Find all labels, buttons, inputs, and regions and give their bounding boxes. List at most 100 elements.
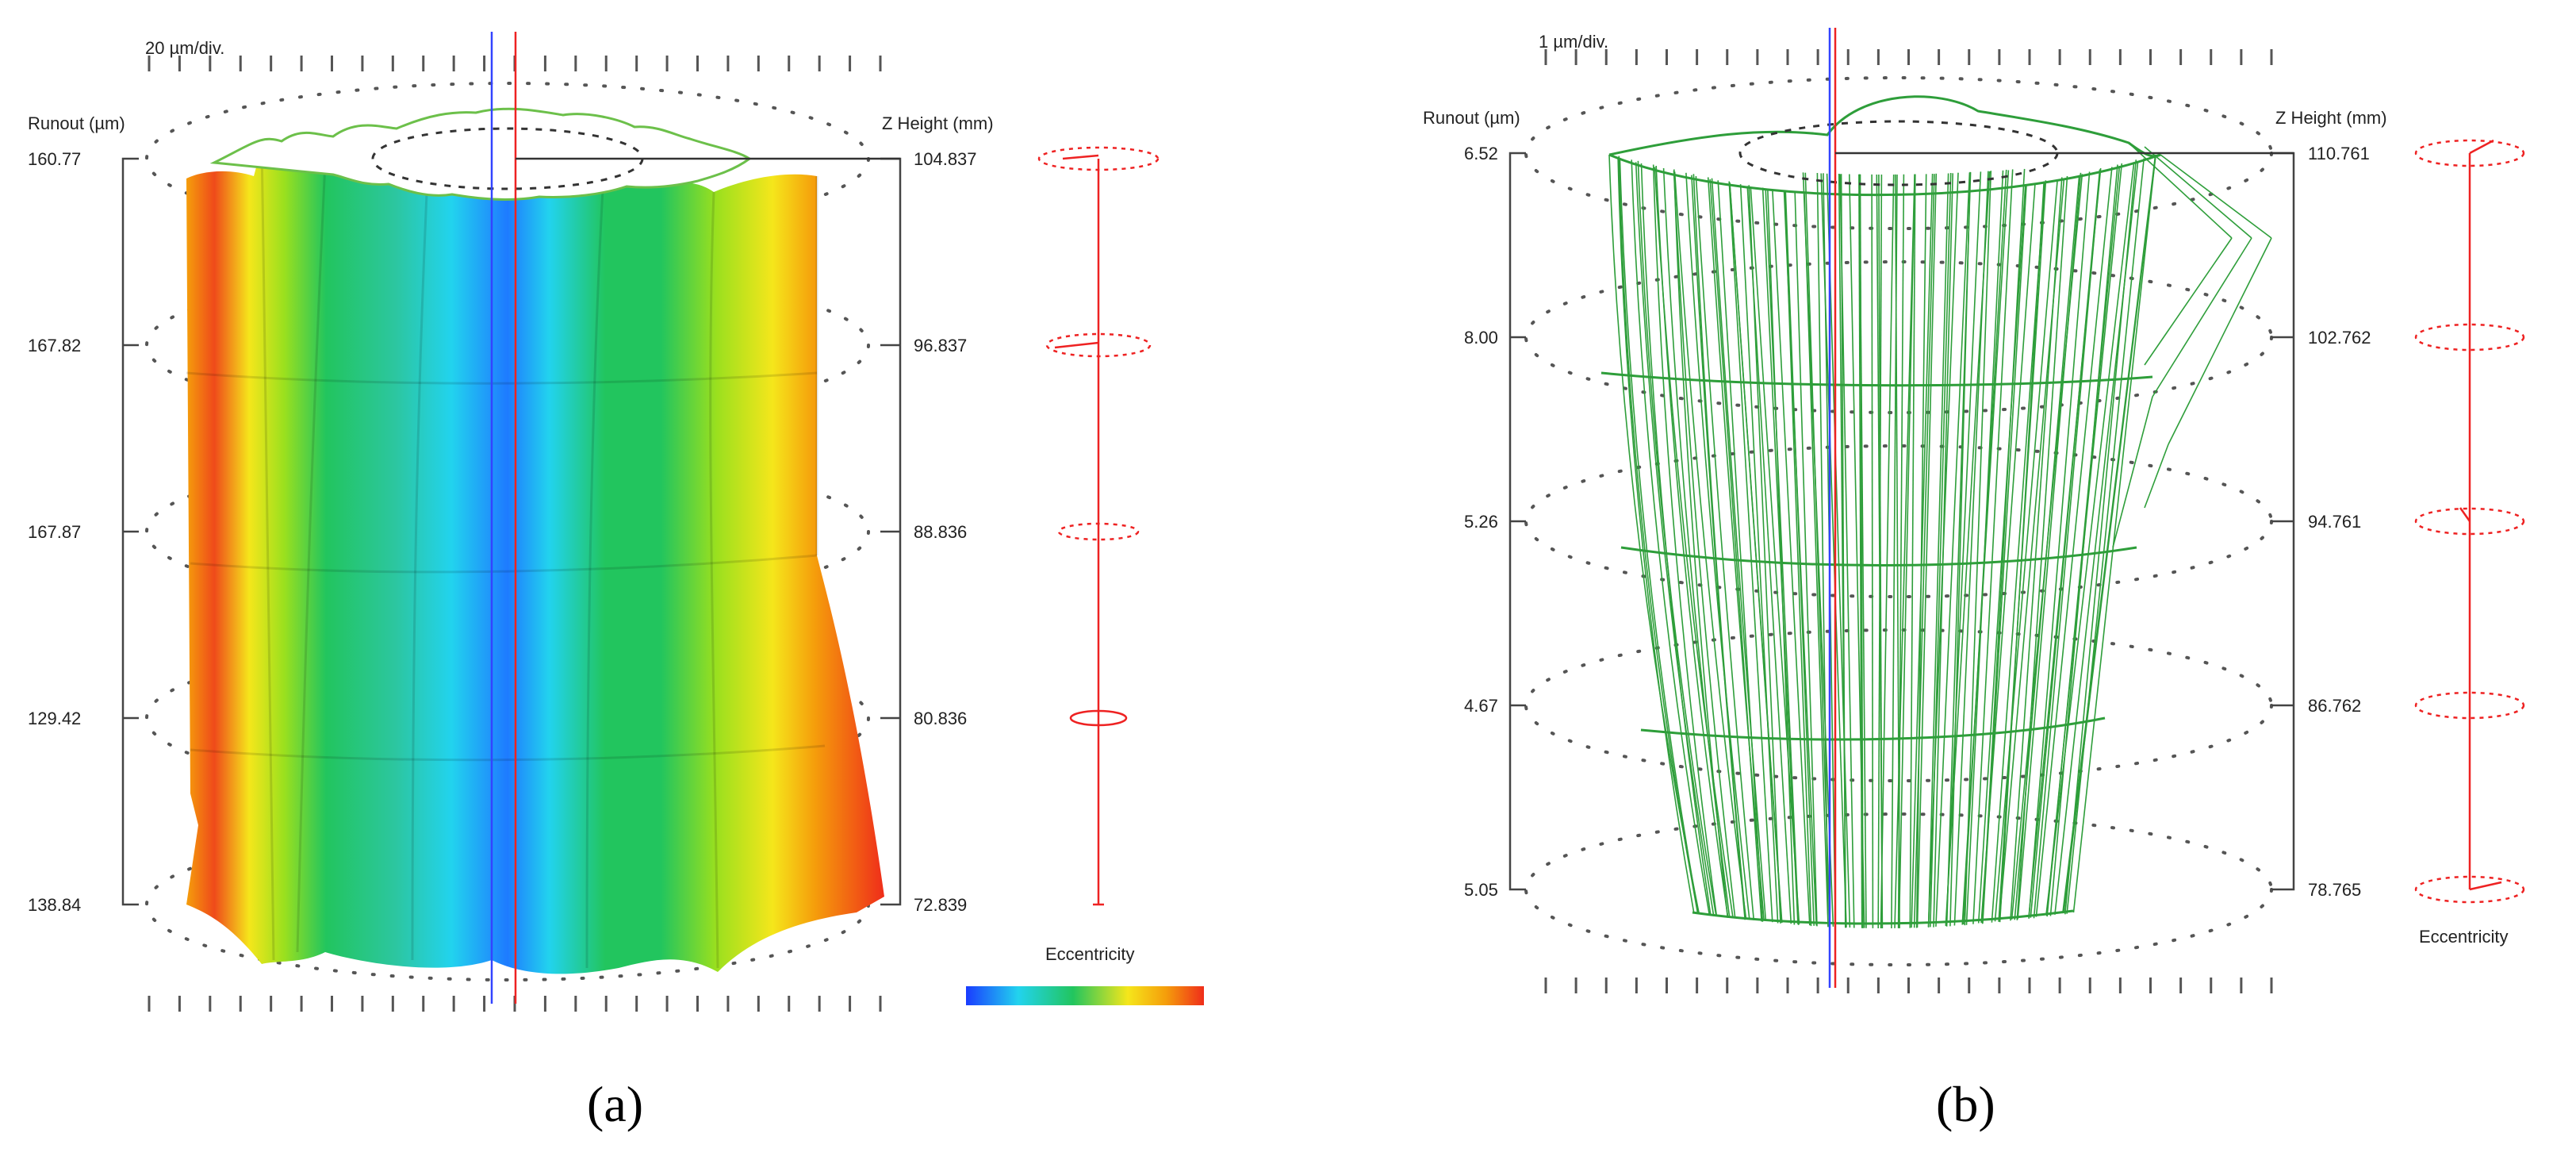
wire-strand bbox=[1652, 164, 1718, 916]
scale-label: 1 µm/div. bbox=[1539, 32, 1609, 52]
wire-strand bbox=[1972, 169, 2014, 924]
z-value-1: 104.837 bbox=[914, 149, 977, 169]
wire-strand bbox=[2028, 167, 2102, 918]
wire-strand bbox=[1685, 172, 1750, 920]
wire-strand bbox=[1949, 171, 1971, 927]
panel-b-plot bbox=[1508, 28, 2525, 993]
wire-strand bbox=[1935, 172, 1971, 927]
z-value-5: 78.765 bbox=[2308, 880, 2362, 900]
wire-strand bbox=[2010, 177, 2063, 921]
wire-strand bbox=[1750, 186, 1800, 924]
wire-strand bbox=[2152, 237, 2252, 398]
wire-strand bbox=[1618, 156, 1699, 913]
wire-strand bbox=[2144, 237, 2233, 366]
wire-strand bbox=[1897, 174, 1905, 928]
wire-strand bbox=[1880, 174, 1895, 929]
caption-a: (a) bbox=[587, 1076, 644, 1132]
runout-value-5: 5.05 bbox=[1464, 880, 1498, 900]
runout-value-3: 5.26 bbox=[1464, 512, 1498, 532]
wire-strand bbox=[1998, 180, 2047, 922]
scale-ruler-a bbox=[148, 56, 882, 1012]
wire-strand bbox=[1695, 175, 1755, 920]
center-axes-a bbox=[490, 32, 900, 1004]
wire-strand bbox=[1635, 162, 1715, 916]
runout-value-3: 167.87 bbox=[28, 522, 82, 542]
wire-strand bbox=[1746, 186, 1792, 924]
wireframe-surface bbox=[1608, 142, 2272, 929]
z-value-3: 94.761 bbox=[2308, 512, 2362, 532]
panel-a-plot bbox=[121, 32, 1204, 1012]
z-value-1: 110.761 bbox=[2308, 144, 2370, 163]
wire-strand bbox=[2028, 171, 2091, 919]
wire-strand bbox=[1784, 192, 1812, 927]
wire-strand bbox=[2168, 237, 2272, 445]
z-value-2: 102.762 bbox=[2308, 328, 2371, 348]
wire-strand bbox=[1739, 184, 1779, 924]
eccentricity-label: Eccentricity bbox=[1045, 944, 1135, 964]
wire-strand bbox=[2045, 162, 2135, 916]
wire-strand bbox=[2063, 156, 2156, 913]
wire-strand bbox=[1711, 178, 1767, 921]
wire-strand bbox=[1977, 184, 2026, 924]
z-value-4: 86.762 bbox=[2308, 696, 2362, 716]
wire-strand bbox=[2066, 158, 2145, 914]
wire-strand bbox=[1859, 174, 1864, 928]
wire-strand bbox=[1608, 154, 1700, 913]
z-height-header: Z Height (mm) bbox=[2275, 108, 2387, 128]
z-value-5: 72.839 bbox=[914, 895, 968, 915]
runout-header: Runout (µm) bbox=[28, 113, 125, 133]
wire-strand bbox=[1631, 159, 1710, 915]
wire-strand bbox=[1994, 179, 2058, 922]
wire-strand bbox=[1927, 172, 1959, 928]
wire-strand bbox=[1673, 171, 1747, 919]
wire-strand bbox=[1911, 173, 1934, 928]
eccentricity-label: Eccentricity bbox=[2419, 927, 2509, 947]
wire-strand bbox=[2045, 163, 2123, 916]
wire-strand bbox=[1717, 180, 1764, 922]
runout-value-2: 8.00 bbox=[1464, 328, 1498, 348]
wireframe-rings bbox=[1600, 95, 2161, 925]
wire-strand bbox=[2144, 146, 2252, 239]
wire-strand bbox=[1980, 182, 2036, 924]
runout-value-1: 6.52 bbox=[1464, 144, 1498, 163]
wire-strand bbox=[1673, 170, 1736, 919]
scale-label: 20 µm/div. bbox=[145, 38, 225, 58]
caption-b: (b) bbox=[1936, 1076, 1995, 1132]
wire-strand bbox=[2017, 172, 2082, 920]
wire-strand bbox=[2128, 142, 2233, 239]
panel-a: 20 µm/div. Runout (µm) Z Height (mm) 160… bbox=[0, 0, 1288, 1130]
wire-strand bbox=[1772, 190, 1811, 926]
wire-strand bbox=[1619, 158, 1700, 914]
eccentricity-glyph-b bbox=[2414, 139, 2525, 904]
wire-strand bbox=[1839, 174, 1855, 928]
wire-strand bbox=[1707, 177, 1765, 921]
z-value-4: 80.836 bbox=[914, 709, 968, 728]
wire-strand bbox=[1858, 174, 1863, 928]
wire-strand bbox=[1640, 163, 1712, 916]
wire-strand bbox=[1877, 174, 1883, 929]
eccentricity-glyph-a bbox=[1037, 146, 1160, 906]
wire-strand bbox=[1953, 171, 1989, 926]
runout-value-4: 129.42 bbox=[28, 709, 82, 728]
wire-strand bbox=[2160, 154, 2272, 239]
wire-strand bbox=[2112, 396, 2153, 548]
gear-surface bbox=[186, 107, 884, 974]
wire-strand bbox=[1816, 172, 1829, 928]
runout-value-4: 4.67 bbox=[1464, 696, 1498, 716]
wire-strand bbox=[1894, 174, 1915, 928]
runout-value-5: 138.84 bbox=[28, 895, 82, 915]
runout-header: Runout (µm) bbox=[1423, 108, 1520, 128]
wire-strand bbox=[1794, 192, 1818, 927]
runout-value-1: 160.77 bbox=[28, 149, 82, 169]
wire-strand bbox=[1898, 174, 1915, 928]
wire-strand bbox=[1927, 173, 1949, 928]
wire-strand bbox=[2035, 167, 2113, 917]
wire-strand bbox=[1729, 182, 1783, 924]
panel-b: 1 µm/div. Runout (µm) Z Height (mm) 6.52… bbox=[1288, 0, 2576, 1130]
wire-strand bbox=[1962, 169, 2007, 925]
wire-strand bbox=[1654, 167, 1734, 917]
wire-strand bbox=[2064, 159, 2137, 915]
scale-ruler-b bbox=[1544, 49, 2273, 993]
wire-strand bbox=[1945, 171, 1982, 927]
wire-strand bbox=[1820, 173, 1847, 928]
